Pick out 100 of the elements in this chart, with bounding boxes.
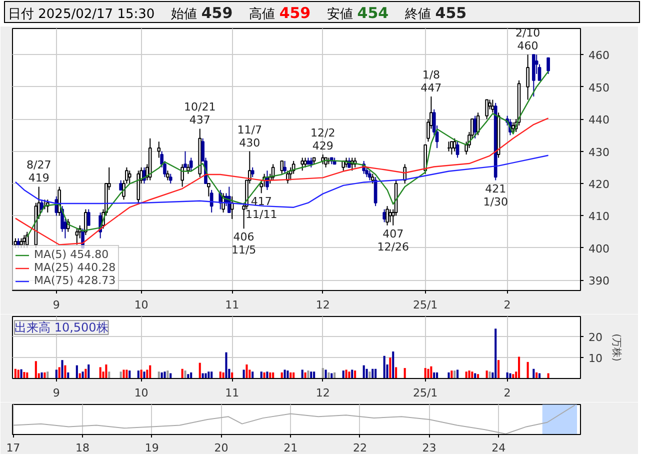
bar (374, 368, 377, 378)
text: 459 (201, 4, 233, 22)
bar (404, 368, 406, 378)
annotation: 406 11/5 (231, 230, 256, 257)
x-tick-label: 9 (52, 298, 60, 312)
bar (372, 368, 374, 378)
bar (246, 364, 248, 378)
candlestick (546, 57, 550, 74)
x-tick-label: 24 (492, 442, 506, 454)
y-axis-title: (万株) (610, 334, 622, 362)
annotation: 407 12/26 (377, 227, 409, 254)
bar (204, 373, 207, 378)
bar (424, 368, 426, 378)
bar (108, 372, 110, 378)
candlestick (286, 170, 290, 184)
bar (348, 372, 350, 378)
x-tick-label: 25/1 (412, 298, 438, 312)
bar (143, 372, 146, 378)
candlestick (382, 208, 386, 223)
bar (351, 370, 354, 378)
bar (286, 370, 289, 378)
bar (322, 368, 324, 378)
bar (14, 368, 16, 378)
candlestick (84, 208, 88, 236)
candlestick (450, 141, 454, 156)
bar (23, 372, 26, 378)
bar (518, 356, 520, 378)
bar (122, 370, 125, 378)
bar (34, 361, 37, 378)
x-tick-label: 12 (316, 386, 330, 400)
bar (486, 370, 488, 378)
bar (242, 370, 245, 378)
bar (64, 365, 66, 378)
x-tick-label: 25/1 (412, 386, 438, 400)
candlestick (166, 170, 170, 181)
bar (58, 367, 60, 378)
candlestick (119, 180, 122, 190)
x-tick-label: 19 (144, 442, 159, 454)
x-tick-label: 2 (504, 386, 511, 400)
y-tick-label: 430 (588, 146, 610, 159)
text: 安値 454 (327, 4, 389, 22)
bar (468, 370, 470, 378)
bar (17, 370, 20, 378)
annotation: 417 11/11 (246, 195, 278, 222)
bar (284, 370, 286, 378)
candlestick (58, 186, 62, 216)
bar (465, 372, 468, 378)
bar (99, 367, 102, 378)
bar (301, 370, 304, 378)
annotation: 出来高 10,500株 (14, 320, 108, 334)
bar (509, 373, 512, 378)
bar (76, 365, 78, 378)
bar (61, 360, 64, 378)
candlestick (473, 115, 477, 139)
y-tick-label: 10 (588, 352, 602, 366)
bar (497, 360, 500, 378)
bar (46, 372, 49, 378)
y-tick-label: 450 (588, 81, 610, 94)
bar (140, 370, 142, 378)
bar (208, 372, 210, 378)
bar (430, 366, 432, 378)
candlestick (368, 170, 372, 181)
bar (181, 368, 184, 378)
bar (454, 370, 456, 378)
annotation: 2/10 460 (515, 26, 540, 53)
candlestick (40, 199, 44, 214)
bar (456, 370, 459, 378)
candlestick (180, 164, 184, 188)
candlestick (485, 99, 488, 120)
legend-label: MA(25) 440.28 (34, 261, 116, 274)
bar (532, 368, 535, 378)
candlestick (206, 183, 210, 197)
bar (164, 372, 166, 378)
bar (383, 356, 386, 378)
candlestick (210, 189, 214, 214)
bar (82, 372, 84, 378)
y-tick-label: 400 (588, 242, 610, 256)
y-tick-label: 410 (588, 210, 610, 224)
bar (55, 370, 58, 378)
bar (225, 352, 228, 378)
x-tick-label: 22 (352, 442, 367, 454)
bar (166, 370, 169, 378)
x-tick-label: 11 (225, 386, 240, 400)
candlestick (526, 54, 530, 100)
bar (450, 370, 453, 378)
candlestick (309, 157, 313, 168)
candlestick (386, 206, 389, 226)
bar (84, 368, 87, 378)
bar (362, 365, 365, 378)
x-tick-label: 9 (52, 386, 60, 400)
y-tick-label: 440 (588, 114, 610, 127)
bar (366, 368, 368, 378)
x-tick-label: 21 (284, 442, 298, 454)
annotation: 421 1/30 (483, 182, 508, 208)
bar (146, 370, 148, 378)
candlestick (184, 150, 187, 168)
y-tick-label: 460 (588, 49, 610, 62)
x-tick-label: 10 (134, 386, 148, 400)
bar (368, 372, 371, 378)
bar (526, 362, 529, 378)
